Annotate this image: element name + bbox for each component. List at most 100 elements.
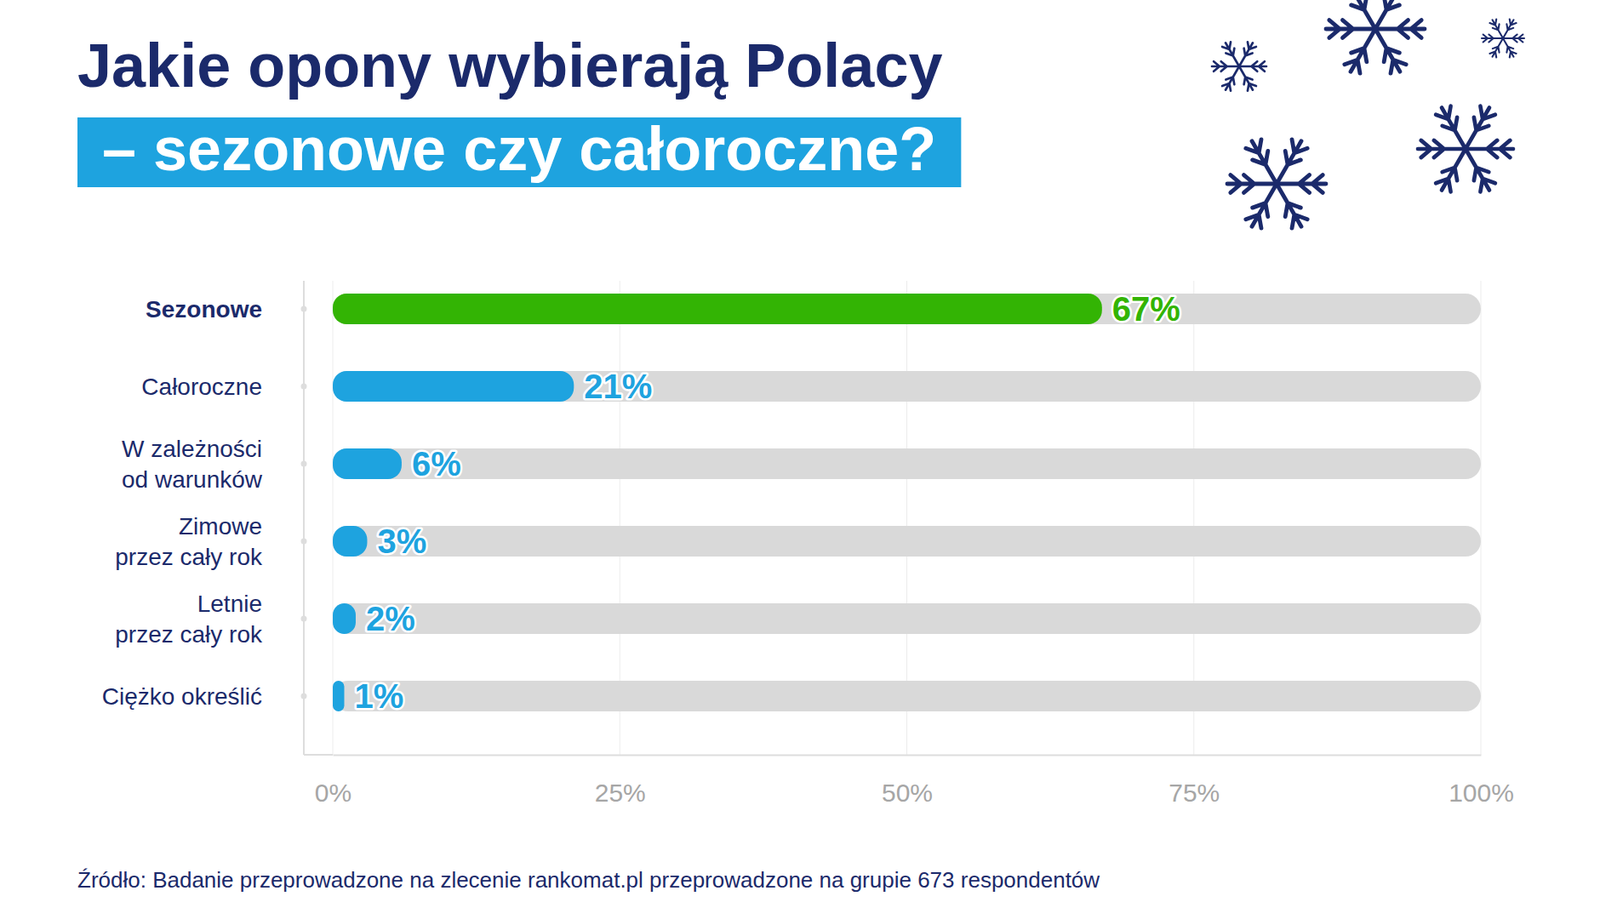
title: Jakie opony wybierają Polacy: [77, 31, 943, 100]
bar-track: [332, 371, 1481, 402]
snowflake-arm: [1375, 0, 1406, 29]
bar-track: [332, 293, 1481, 325]
snowflake-arm: [1276, 183, 1308, 229]
snowflake-arm: [1245, 139, 1277, 184]
snowflake-arm: [1465, 140, 1514, 158]
bar: [332, 525, 367, 557]
y-axis-line: [302, 280, 305, 755]
x-tick-label: 75%: [1168, 778, 1220, 807]
category-label: Zimowe przez cały rok: [114, 513, 263, 571]
snowflake: [1417, 106, 1514, 193]
x-tick-label: 25%: [594, 778, 646, 807]
category-label-line: Zimowe: [178, 513, 263, 540]
category-label-line: Letnie: [197, 590, 263, 618]
category-label: Letnie przez cały rok: [114, 590, 263, 648]
snowflake-arm: [1465, 106, 1496, 149]
grid-line: [332, 280, 334, 755]
category-label-line: przez cały rok: [114, 621, 263, 648]
data-label: 6%: [411, 445, 462, 483]
row-dot: [301, 693, 308, 700]
category-label: Całoroczne: [141, 373, 263, 400]
bar-track: [332, 448, 1481, 480]
snowflake-arm: [1344, 0, 1376, 29]
x-axis-domain: [333, 754, 1482, 757]
category-label-line: Ciężko określić: [102, 683, 263, 710]
x-tick: 75%: [1168, 754, 1220, 807]
snowflake-arm: [1502, 38, 1517, 58]
snowflake-arm: [1489, 19, 1503, 39]
snowflake: [1227, 139, 1326, 229]
grid: [332, 280, 1481, 755]
row-dot: [301, 461, 308, 468]
x-tick: 0%: [314, 754, 352, 807]
snowflake: [1211, 41, 1267, 92]
data-labels: 67% 21% 6% 3% 2% 1%: [354, 290, 1180, 715]
snowflake-arm: [1481, 34, 1503, 42]
x-tick-label: 0%: [314, 778, 352, 807]
row-dot: [301, 538, 308, 545]
category-label-line: przez cały rok: [114, 543, 263, 571]
category-label: W zależności od warunków: [121, 435, 263, 493]
data-label: 1%: [354, 677, 404, 715]
bar: [332, 371, 574, 402]
category-label-line: Całoroczne: [141, 373, 263, 400]
bar: [332, 293, 1103, 325]
snowflake-arm: [1465, 148, 1496, 192]
x-axis: 0% 25% 50% 75% 100%: [314, 754, 1515, 807]
bars: [332, 293, 1103, 712]
x-axis-line: [303, 754, 333, 756]
bar-track: [332, 603, 1481, 635]
subtitle: – sezonowe czy całoroczne?: [102, 114, 937, 183]
snowflake-arm: [1344, 28, 1376, 74]
grid-line: [1480, 280, 1482, 755]
snowflake-arm: [1211, 61, 1240, 72]
snowflake-arm: [1245, 183, 1277, 229]
snowflake-arm: [1375, 20, 1425, 39]
snowflake-arm: [1325, 20, 1376, 39]
subtitle-band: – sezonowe czy całoroczne?: [77, 114, 961, 188]
snowflake-arm: [1417, 140, 1466, 158]
row-dot: [301, 306, 308, 313]
row-dot: [301, 616, 308, 623]
snowflake-arm: [1502, 19, 1517, 39]
category-label-line: W zależności: [121, 435, 263, 463]
category-label: Sezonowe: [145, 296, 263, 323]
category-label-line: Sezonowe: [145, 296, 263, 323]
bar-track: [332, 680, 1481, 712]
x-tick-label: 50%: [881, 778, 933, 807]
snowflake-arm: [1502, 34, 1525, 42]
snowflake-arm: [1222, 41, 1240, 67]
snowflake-arm: [1435, 106, 1466, 149]
x-tick: 100%: [1448, 754, 1515, 807]
x-tick-label: 100%: [1448, 778, 1515, 807]
chart: Jakie opony wybierają Polacy – sezonowe c…: [0, 0, 1600, 902]
snowflake-arm: [1239, 41, 1257, 67]
category-labels: Sezonowe Całoroczne W zależności od warunkó…: [102, 296, 263, 710]
source: Źródło: Badanie przeprowadzone na zlecen…: [77, 867, 1100, 893]
x-tick: 50%: [881, 754, 933, 807]
x-tick: 25%: [594, 754, 646, 807]
snowflake-arm: [1239, 61, 1267, 72]
category-label: Ciężko określić: [102, 683, 263, 710]
data-label: 21%: [583, 367, 652, 406]
snowflake-arm: [1276, 175, 1326, 194]
row-dot: [301, 383, 308, 390]
snowflake-arm: [1489, 38, 1503, 58]
tracks: [332, 293, 1481, 712]
snowflake: [1481, 19, 1525, 58]
row-dots: [301, 306, 308, 700]
category-label-line: od warunków: [121, 466, 263, 493]
snowflake-arm: [1435, 148, 1466, 192]
data-label: 2%: [365, 600, 416, 638]
bar: [332, 448, 402, 480]
snowflake-arm: [1227, 175, 1277, 194]
snowflake-arm: [1239, 66, 1257, 92]
bar: [332, 603, 356, 635]
snowflake-arm: [1276, 139, 1308, 184]
bar-track: [332, 525, 1481, 557]
snowflake: [1325, 0, 1425, 74]
data-label: 67%: [1112, 290, 1181, 328]
bar: [332, 680, 344, 712]
data-label: 3%: [377, 522, 427, 560]
snowflake-arm: [1222, 66, 1240, 92]
